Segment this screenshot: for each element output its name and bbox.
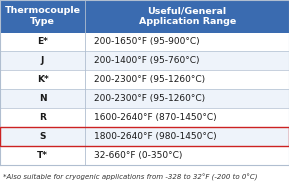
Text: 200-1400°F (95-760°C): 200-1400°F (95-760°C) (94, 56, 199, 65)
Bar (0, 89, 289, 108)
Text: N: N (39, 94, 47, 103)
Bar (0, 33, 289, 51)
Text: 200-2300°F (95-1260°C): 200-2300°F (95-1260°C) (94, 75, 205, 84)
Text: *Also suitable for cryogenic applications from -328 to 32°F (-200 to 0°C): *Also suitable for cryogenic application… (3, 173, 257, 181)
Text: Thermocouple
Type: Thermocouple Type (5, 6, 81, 26)
Text: R: R (39, 113, 46, 122)
Text: 200-2300°F (95-1260°C): 200-2300°F (95-1260°C) (94, 94, 205, 103)
Bar (0, 70, 289, 89)
Bar (0, 51, 289, 70)
Text: Useful/General
Application Range: Useful/General Application Range (138, 6, 236, 26)
Text: K*: K* (37, 75, 49, 84)
Text: 1600-2640°F (870-1450°C): 1600-2640°F (870-1450°C) (94, 113, 216, 122)
Text: S: S (39, 132, 46, 141)
Text: 1800-2640°F (980-1450°C): 1800-2640°F (980-1450°C) (94, 132, 216, 141)
Text: J: J (41, 56, 44, 65)
Bar (0, 146, 289, 165)
Text: 200-1650°F (95-900°C): 200-1650°F (95-900°C) (94, 38, 199, 46)
Bar (0, 127, 289, 146)
Bar (0, 0, 289, 33)
Text: T*: T* (37, 151, 48, 160)
Bar (0, 127, 289, 146)
Bar (0, 108, 289, 127)
Text: 32-660°F (0-350°C): 32-660°F (0-350°C) (94, 151, 182, 160)
Text: E*: E* (37, 38, 48, 46)
